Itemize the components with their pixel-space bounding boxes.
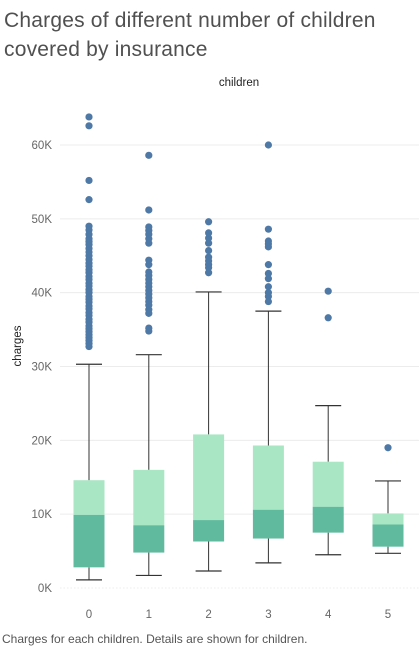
outlier-point[interactable] bbox=[145, 327, 153, 335]
y-axis-title: charges bbox=[12, 325, 24, 366]
outlier-point[interactable] bbox=[85, 176, 93, 185]
outlier-point[interactable] bbox=[205, 229, 213, 237]
y-tick-label: 50K bbox=[32, 214, 53, 226]
box-group-4 bbox=[312, 287, 344, 556]
box-upper-half bbox=[133, 469, 165, 526]
x-axis-ticks: 0 1 2 3 4 5 bbox=[86, 609, 391, 621]
boxes bbox=[73, 113, 404, 581]
box-group-5 bbox=[372, 444, 404, 554]
x-tick-label: 2 bbox=[205, 609, 211, 621]
chart-title: Charges of different number of children … bbox=[4, 9, 376, 61]
outlier-point[interactable] bbox=[145, 239, 153, 247]
box-lower-half bbox=[312, 506, 344, 533]
outlier-point[interactable] bbox=[264, 283, 272, 291]
outlier-point[interactable] bbox=[264, 269, 272, 278]
outlier-point[interactable] bbox=[324, 287, 332, 295]
box-lower-half bbox=[133, 525, 165, 553]
box-upper-half bbox=[312, 461, 344, 507]
outlier-point[interactable] bbox=[145, 206, 153, 214]
box-group-1 bbox=[133, 151, 165, 577]
gridlines bbox=[60, 144, 419, 589]
outlier-point[interactable] bbox=[264, 292, 272, 300]
outlier-point[interactable] bbox=[205, 234, 213, 242]
outlier-point[interactable] bbox=[264, 275, 272, 283]
outlier-point[interactable] bbox=[85, 196, 93, 204]
box-lower-half bbox=[73, 514, 105, 568]
y-tick-label: 20K bbox=[32, 435, 53, 447]
outlier-point[interactable] bbox=[205, 263, 213, 272]
y-tick-label: 30K bbox=[32, 362, 53, 374]
outlier-point[interactable] bbox=[205, 269, 213, 277]
outlier-point[interactable] bbox=[205, 218, 213, 226]
chart-caption: Charges for each children. Details are s… bbox=[2, 632, 308, 646]
x-tick-label: 1 bbox=[146, 609, 152, 621]
box-upper-half bbox=[372, 513, 404, 525]
box-upper-half bbox=[73, 480, 105, 515]
box-lower-half bbox=[252, 509, 284, 539]
y-tick-label: 0K bbox=[38, 583, 52, 595]
outlier-point[interactable] bbox=[145, 261, 153, 269]
outlier-point[interactable] bbox=[324, 314, 332, 322]
outlier-point[interactable] bbox=[145, 309, 153, 317]
outlier-point[interactable] bbox=[264, 243, 272, 251]
y-tick-label: 60K bbox=[32, 140, 53, 152]
box-group-0 bbox=[73, 113, 105, 581]
y-tick-label: 10K bbox=[32, 509, 53, 521]
x-tick-label: 5 bbox=[385, 609, 391, 621]
outlier-point[interactable] bbox=[384, 444, 392, 452]
outlier-point[interactable] bbox=[85, 122, 93, 130]
box-upper-half bbox=[193, 434, 225, 521]
outlier-point[interactable] bbox=[85, 113, 93, 121]
y-axis-ticks: 0K 10K 20K 30K 40K 50K 60K bbox=[32, 140, 53, 595]
outlier-point[interactable] bbox=[205, 246, 213, 255]
box-lower-half bbox=[372, 524, 404, 547]
x-axis-title: children bbox=[219, 77, 259, 89]
x-tick-label: 4 bbox=[325, 609, 332, 621]
outlier-point[interactable] bbox=[264, 297, 272, 306]
box-group-3 bbox=[252, 141, 284, 564]
outlier-point[interactable] bbox=[264, 261, 272, 269]
outlier-point[interactable] bbox=[205, 239, 213, 247]
box-lower-half bbox=[193, 520, 225, 542]
outlier-point[interactable] bbox=[264, 225, 272, 233]
box-upper-half bbox=[252, 445, 284, 510]
outlier-point[interactable] bbox=[264, 141, 272, 149]
x-tick-label: 3 bbox=[265, 609, 271, 621]
outlier-point[interactable] bbox=[85, 342, 93, 351]
y-tick-label: 40K bbox=[32, 288, 53, 300]
outlier-point[interactable] bbox=[145, 151, 153, 159]
x-tick-label: 0 bbox=[86, 609, 92, 621]
box-group-2 bbox=[193, 218, 225, 572]
